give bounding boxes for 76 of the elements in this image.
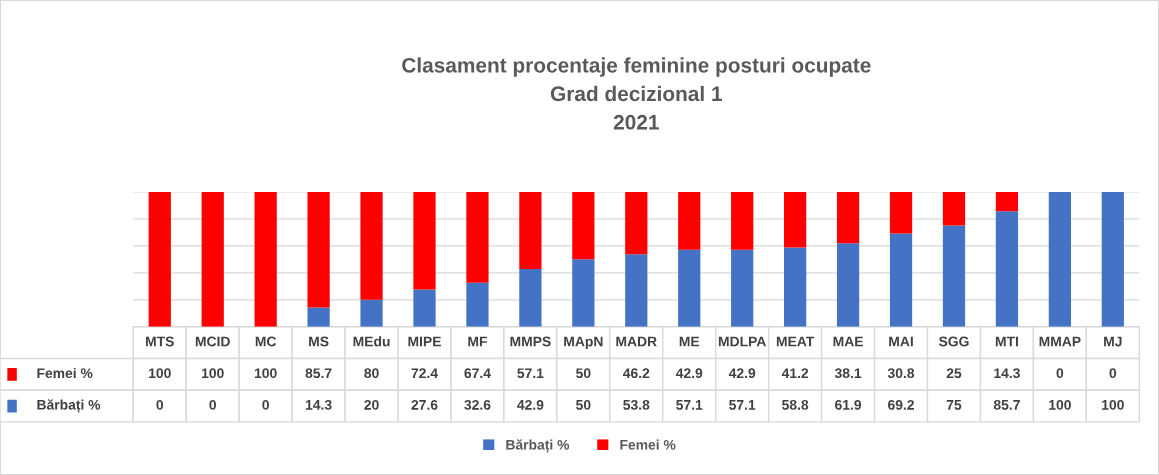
x-tick-label: MS	[309, 336, 329, 347]
bar	[466, 191, 489, 283]
data-label: 42.9	[675, 368, 703, 379]
data-label: 14.3	[994, 368, 1020, 379]
x-tick-label: MApN	[564, 336, 603, 350]
data-label: 100	[254, 368, 277, 379]
x-tick-label: MMAP	[1039, 336, 1081, 347]
data-label: 61.9	[835, 399, 862, 410]
x-tick-label: MADR	[616, 336, 657, 347]
bar	[889, 191, 913, 234]
chart-title: Clasament procentaje feminine posturi ocupate Grad decizional 1 2021	[402, 57, 871, 130]
text: Femei %	[620, 439, 676, 450]
data-label: 57.1	[676, 400, 703, 410]
x-tick-label: MC	[255, 336, 277, 347]
data-label: 30.8	[887, 368, 915, 379]
x-tick-label: MIPE	[408, 336, 441, 347]
x-tick-label: MEAT	[776, 336, 815, 347]
data-label: 0	[209, 399, 216, 410]
data-label: 50	[576, 399, 591, 410]
bar	[731, 191, 754, 250]
data-label: 20	[364, 399, 379, 410]
x-tick-label: MTI	[995, 336, 1018, 347]
data-label: 80	[364, 368, 379, 379]
data-label: 85.7	[993, 399, 1020, 410]
data-label: 0	[1109, 368, 1117, 379]
x-tick-label: MF	[468, 336, 487, 347]
bar	[942, 191, 966, 226]
data-label: 57.1	[517, 368, 544, 379]
bar	[519, 191, 542, 269]
legend-label: Bărbați %	[506, 439, 570, 453]
data-label: 100	[1102, 399, 1124, 410]
data-label: 69.2	[888, 399, 914, 410]
bar	[360, 191, 383, 300]
x-tick-label: MEdu	[353, 336, 390, 347]
x-tick-label: MDLPA	[718, 336, 766, 347]
x-tick-label: MCID	[195, 336, 230, 347]
data-label: 85.7	[305, 368, 332, 379]
bar	[995, 191, 1019, 212]
data-label: 75	[946, 400, 962, 410]
data-label: 41.2	[781, 368, 809, 378]
text: Bărbați %	[37, 399, 101, 413]
x-tick-label: MJ	[1104, 336, 1122, 347]
data-label: 38.1	[834, 368, 862, 379]
bar	[836, 191, 860, 244]
data-label: 46.2	[622, 368, 650, 379]
bar	[625, 191, 648, 255]
data-label: 100	[1049, 399, 1071, 410]
data-label: 25	[946, 368, 962, 379]
x-tick-label: MAE	[833, 336, 863, 347]
bar	[307, 191, 330, 308]
x-tick-label: MTS	[146, 336, 174, 347]
bar	[678, 191, 701, 250]
x-tick-label: ME	[679, 336, 700, 347]
data-label: 32.6	[464, 399, 491, 410]
data-label: 0	[1056, 368, 1064, 379]
data-label: 0	[156, 399, 164, 410]
data-label: 57.1	[729, 400, 756, 410]
x-tick-label: SGG	[938, 336, 969, 347]
bar	[413, 191, 436, 290]
data-label: 42.9	[517, 399, 544, 410]
data-label: 14.3	[305, 399, 332, 410]
data-label: 42.9	[728, 368, 756, 379]
bar	[784, 191, 807, 248]
data-label: 27.6	[411, 399, 438, 410]
data-label: 67.4	[464, 368, 491, 379]
legend-label: Femei %	[37, 367, 93, 379]
x-tick-label: MAI	[889, 336, 913, 347]
data-label: 0	[262, 399, 269, 410]
data-label: 53.8	[623, 399, 650, 410]
x-tick-label: MMPS	[510, 336, 551, 347]
data-label: 72.4	[411, 368, 438, 378]
data-label: 58.8	[782, 399, 809, 410]
bar	[572, 191, 595, 260]
data-label: 50	[576, 368, 591, 379]
data-label: 100	[202, 368, 224, 379]
data-label: 100	[149, 368, 171, 379]
